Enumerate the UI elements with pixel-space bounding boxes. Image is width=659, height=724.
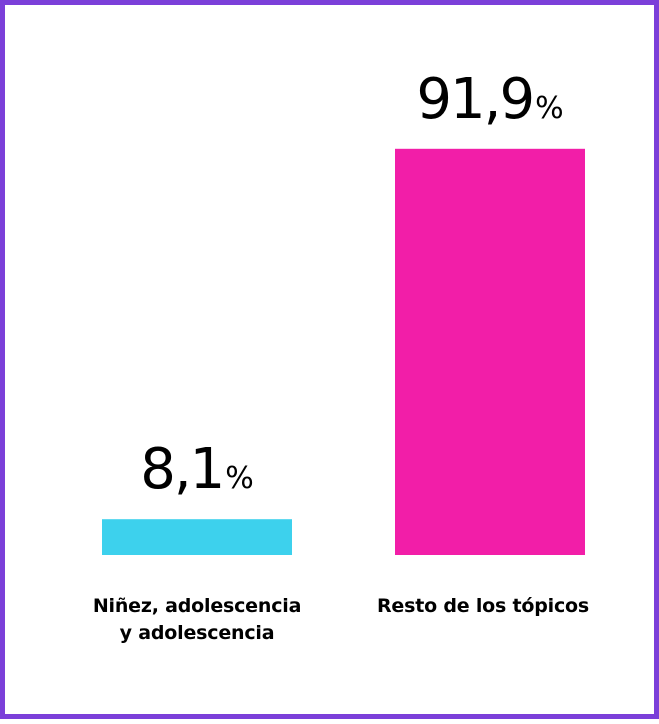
category-label-ninez: Niñez, adolescencia y adolescencia [67,593,327,647]
value-labels-group: 8,1%91,9% [140,67,563,502]
bar-chart: 8,1%91,9% [102,67,585,555]
bar-ninez [102,519,292,555]
category-label-resto-line-1: Resto de los tópicos [376,595,590,617]
category-label-resto: Resto de los tópicos [353,593,613,620]
value-label-resto-number: 91,9 [416,67,533,132]
value-label-resto-unit: % [535,91,564,126]
bars-group [102,148,585,555]
value-label-ninez-unit: % [225,461,254,496]
bar-resto [395,148,585,555]
value-label-resto: 91,9% [416,67,563,132]
value-label-ninez: 8,1% [140,437,254,502]
category-label-ninez-line-1: Niñez, adolescencia [92,595,302,617]
category-label-ninez-line-2: y adolescencia [119,622,275,644]
value-label-ninez-number: 8,1 [140,437,223,502]
